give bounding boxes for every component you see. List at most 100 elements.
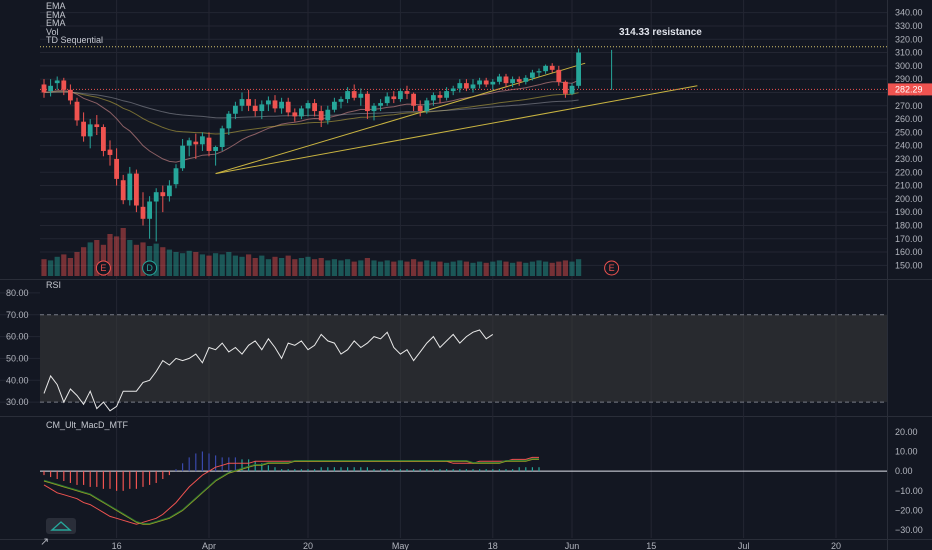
signal-line[interactable] xyxy=(43,458,539,525)
candle-body[interactable] xyxy=(417,105,423,112)
candle-body[interactable] xyxy=(74,101,80,121)
candle-body[interactable] xyxy=(325,109,331,121)
candle-body[interactable] xyxy=(424,100,430,112)
indicator-td-sequential[interactable]: TD Sequential xyxy=(46,35,104,46)
candle-body[interactable] xyxy=(180,145,185,169)
candle-body[interactable] xyxy=(134,173,139,206)
candle-body[interactable] xyxy=(186,140,192,146)
candle-body[interactable] xyxy=(483,80,489,85)
candle-body[interactable] xyxy=(147,201,152,219)
candle-body[interactable] xyxy=(272,100,278,109)
candle-body[interactable] xyxy=(239,99,245,106)
goto-realtime-icon[interactable]: ↗ xyxy=(40,536,50,548)
candle-body[interactable] xyxy=(338,99,344,102)
candle-body[interactable] xyxy=(120,180,126,201)
candle-body[interactable] xyxy=(219,128,225,147)
candle-body[interactable] xyxy=(523,77,529,82)
candle-body[interactable] xyxy=(114,158,119,179)
indicator-ema-3[interactable]: EMA xyxy=(46,18,66,29)
rsi-pane[interactable] xyxy=(40,314,887,412)
candle-body[interactable] xyxy=(497,76,502,82)
indicator-ema-1[interactable]: EMA xyxy=(46,1,66,11)
candle-body[interactable] xyxy=(384,96,390,104)
candle-body[interactable] xyxy=(510,79,515,84)
candle-body[interactable] xyxy=(371,105,377,112)
candle-body[interactable] xyxy=(444,91,449,98)
candle-body[interactable] xyxy=(312,103,317,112)
candle-body[interactable] xyxy=(477,80,482,85)
candle-body[interactable] xyxy=(358,93,364,98)
event-marker[interactable] xyxy=(95,260,111,276)
candle-body[interactable] xyxy=(48,85,53,92)
tv-logo-icon[interactable] xyxy=(46,518,76,534)
candle-body[interactable] xyxy=(233,105,238,114)
candle-body[interactable] xyxy=(107,149,113,155)
event-marker[interactable] xyxy=(142,260,158,276)
candle-body[interactable] xyxy=(391,96,397,100)
candle-body[interactable] xyxy=(213,146,218,151)
candle-body[interactable] xyxy=(536,71,542,73)
event-marker[interactable] xyxy=(604,260,620,276)
candle-body[interactable] xyxy=(543,65,548,72)
indicator-vol[interactable]: Vol xyxy=(46,26,59,37)
candle-body[interactable] xyxy=(556,69,562,82)
candle-body[interactable] xyxy=(490,81,496,85)
candle-body[interactable] xyxy=(226,113,232,129)
candle-body[interactable] xyxy=(81,121,86,137)
candle-body[interactable] xyxy=(530,72,535,78)
candle-body[interactable] xyxy=(569,85,575,94)
candle-body[interactable] xyxy=(54,80,60,84)
candle-body[interactable] xyxy=(200,136,205,145)
candle-body[interactable] xyxy=(127,173,133,201)
candle-body[interactable] xyxy=(411,93,416,106)
candle-body[interactable] xyxy=(464,83,469,89)
candle-body[interactable] xyxy=(549,65,555,70)
candle-body[interactable] xyxy=(160,192,166,197)
candle-body[interactable] xyxy=(470,84,476,89)
indicator-ema-2[interactable]: EMA xyxy=(46,9,66,20)
candle-body[interactable] xyxy=(292,112,298,117)
candle-body[interactable] xyxy=(61,80,67,90)
rsi-line[interactable] xyxy=(43,329,494,412)
candle-body[interactable] xyxy=(41,84,47,93)
candle-body[interactable] xyxy=(259,104,265,112)
candle-body[interactable] xyxy=(398,91,403,100)
candle-body[interactable] xyxy=(576,52,581,86)
candle-body[interactable] xyxy=(285,101,291,113)
candle-body[interactable] xyxy=(450,88,456,92)
candle-body[interactable] xyxy=(101,127,106,151)
candle-body[interactable] xyxy=(457,83,463,89)
macd-pane[interactable] xyxy=(40,451,887,534)
candle-body[interactable] xyxy=(431,95,436,101)
candle-body[interactable] xyxy=(94,124,100,128)
candle-body[interactable] xyxy=(332,101,337,110)
candle-body[interactable] xyxy=(345,91,350,100)
candle-body[interactable] xyxy=(279,101,284,109)
candle-body[interactable] xyxy=(503,76,509,84)
candle-body[interactable] xyxy=(305,103,311,109)
candle-body[interactable] xyxy=(404,91,410,94)
candle-body[interactable] xyxy=(153,192,159,202)
candle-body[interactable] xyxy=(173,168,179,185)
candle-body[interactable] xyxy=(266,100,271,105)
macd-line[interactable] xyxy=(43,456,539,525)
candle-body[interactable] xyxy=(365,93,370,112)
candle-body[interactable] xyxy=(299,108,304,117)
candle-body[interactable] xyxy=(378,103,383,106)
rsi-title[interactable]: RSI xyxy=(46,280,62,290)
candle-body[interactable] xyxy=(252,105,258,112)
candle-body[interactable] xyxy=(516,79,522,82)
candle-body[interactable] xyxy=(68,89,73,101)
candle-body[interactable] xyxy=(87,124,93,137)
candle-body[interactable] xyxy=(167,185,172,197)
macd-title[interactable]: CM_Ult_MacD_MTF xyxy=(46,420,129,430)
price-axis[interactable]: 16 Apr 20 May 18 Jun 15 Jul 20 150.00 160.00 170.00… xyxy=(6,8,932,550)
candle-body[interactable] xyxy=(193,141,199,145)
candle-body[interactable] xyxy=(563,81,568,94)
candle-body[interactable] xyxy=(318,111,324,121)
candle-body[interactable] xyxy=(437,95,443,98)
channel-lower-line[interactable] xyxy=(215,85,698,175)
candle-body[interactable] xyxy=(206,137,212,151)
candle-body[interactable] xyxy=(351,91,357,98)
